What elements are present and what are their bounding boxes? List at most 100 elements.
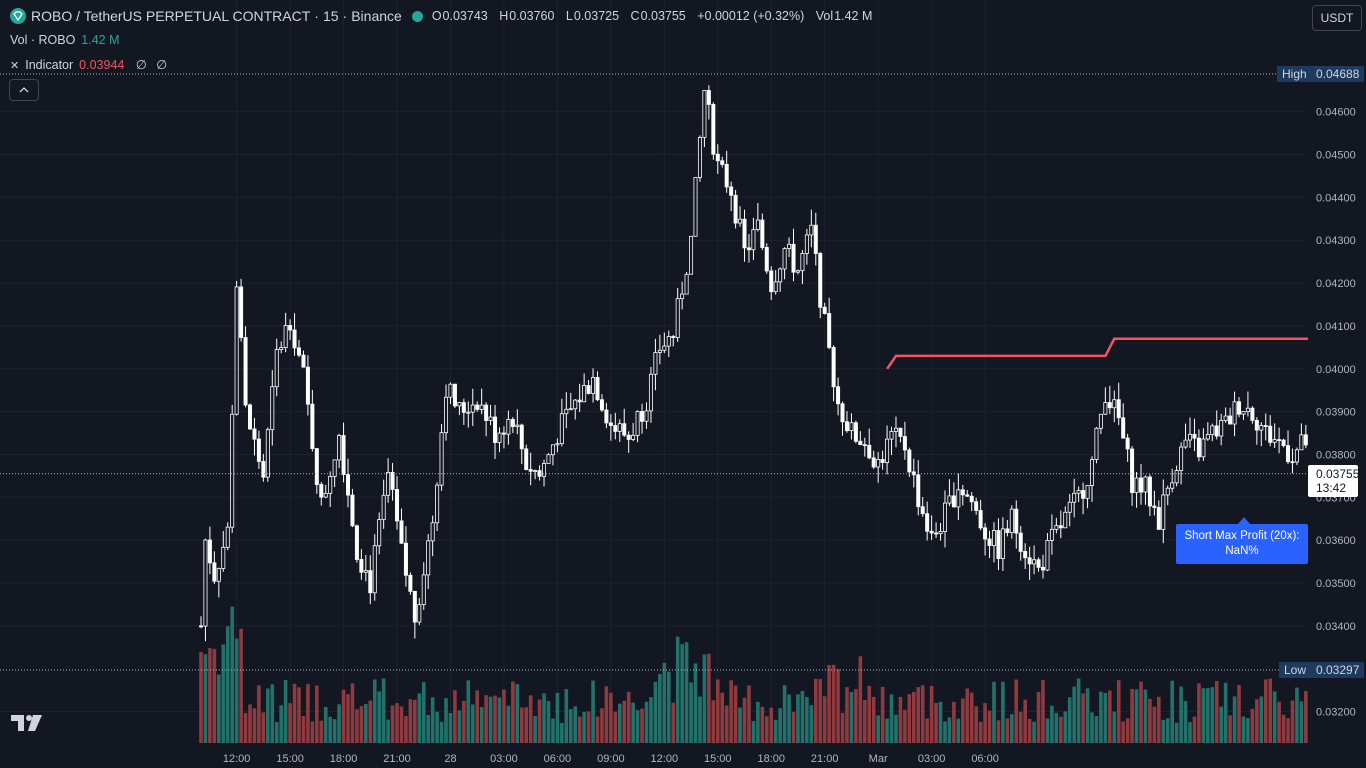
candle-body: [381, 494, 386, 520]
candle: [916, 460, 921, 516]
collapse-legend-button[interactable]: [9, 79, 39, 101]
volume-bar: [453, 690, 457, 743]
candle-body: [898, 427, 903, 437]
volume-bar: [1304, 691, 1308, 743]
candle-body: [929, 530, 934, 534]
volume-bar: [435, 711, 439, 743]
candle: [1165, 485, 1170, 506]
volume-bar: [292, 683, 297, 743]
candle: [938, 523, 943, 541]
volume-bar: [430, 697, 435, 743]
close-icon[interactable]: ✕: [10, 60, 20, 72]
candle: [1223, 407, 1228, 423]
candle-body: [622, 423, 627, 436]
candle: [1188, 417, 1193, 448]
volume-bar: [519, 707, 524, 743]
candle: [1237, 397, 1242, 418]
volume-legend[interactable]: Vol · ROBO 1.42 M: [10, 33, 120, 47]
symbol-name[interactable]: ROBO / TetherUS PERPETUAL CONTRACT: [31, 8, 311, 24]
candle: [359, 549, 364, 580]
volume-bar: [297, 687, 301, 743]
volume-bar: [889, 694, 894, 743]
candle: [1023, 543, 1028, 570]
time-axis[interactable]: 12:00 15:00 18:00 21:00 28 03:00 06:00 09:00 12:…: [0, 745, 1366, 768]
candle: [880, 450, 885, 470]
price-tick-label: 0.03200: [1316, 707, 1356, 719]
volume-bar: [493, 695, 497, 743]
volume-bar: [279, 705, 283, 743]
volume-bar: [751, 721, 756, 743]
volume-bar: [319, 720, 324, 743]
candle: [305, 355, 310, 416]
volume-bar: [377, 691, 381, 743]
candle: [813, 212, 818, 266]
indicator-legend[interactable]: ✕ Indicator 0.03944 ∅ ∅: [10, 57, 167, 72]
candle: [675, 287, 680, 342]
candle-body: [1196, 437, 1201, 458]
volume-bar: [974, 706, 978, 743]
candle-body: [359, 559, 364, 573]
candle-body: [965, 494, 970, 497]
volume-bar: [907, 694, 912, 743]
candle-body: [1210, 425, 1215, 436]
candle: [1094, 427, 1099, 464]
volume-bar: [1277, 701, 1281, 743]
candle-body: [319, 484, 324, 498]
low-tag-value: 0.03297: [1311, 662, 1365, 678]
volume-bar: [217, 674, 221, 743]
candle: [1063, 506, 1068, 529]
volume-bar: [386, 719, 390, 743]
volume-bar: [208, 648, 212, 743]
candle: [470, 388, 475, 426]
candle: [934, 522, 939, 538]
candle-body: [1179, 446, 1184, 471]
volume-bar: [1139, 681, 1143, 743]
volume-bar: [929, 685, 934, 743]
candle-body: [408, 574, 413, 592]
candle-body: [1259, 425, 1264, 431]
volume-bar: [1076, 678, 1081, 743]
tradingview-logo-icon[interactable]: [11, 714, 43, 737]
robo-coin-icon: [10, 8, 26, 24]
candle: [408, 572, 413, 595]
candle: [800, 250, 805, 285]
candle-body: [239, 286, 244, 338]
candle-body: [760, 219, 765, 248]
volume-legend-label: Vol · ROBO: [10, 33, 76, 47]
volume-bar: [1059, 716, 1063, 743]
candle-body: [689, 235, 694, 275]
volume-bar: [1157, 696, 1161, 743]
price-tick-label: 0.03500: [1316, 578, 1356, 590]
volume-bar: [947, 717, 952, 743]
bar-countdown: 13:42: [1316, 481, 1347, 495]
indicator-na-1: ∅: [135, 58, 147, 72]
candle-body: [925, 513, 930, 532]
candle: [1054, 517, 1059, 534]
candle: [461, 398, 466, 425]
volume-bar: [564, 689, 569, 743]
volume-bar: [479, 707, 484, 743]
candle: [1143, 475, 1148, 505]
candle-body: [1067, 501, 1072, 513]
candle: [729, 181, 734, 212]
volume-bar: [288, 703, 292, 743]
candle-body: [1005, 528, 1010, 534]
volume-bar: [1134, 689, 1139, 743]
candle-body: [711, 104, 716, 155]
interval[interactable]: 15: [322, 8, 339, 24]
candle-body: [328, 476, 333, 494]
candle-body: [635, 411, 640, 436]
volume-bar: [1295, 687, 1299, 743]
price-axis[interactable]: 0.04600 0.04500 0.04400 0.04300 0.04200 0.041…: [1308, 0, 1366, 768]
candle: [711, 102, 716, 160]
candle: [1036, 557, 1041, 572]
candle-body: [252, 428, 257, 440]
volume-bar: [640, 708, 644, 743]
candle-body: [421, 574, 426, 606]
volume-bar: [1121, 721, 1125, 743]
currency-button[interactable]: USDT: [1312, 5, 1362, 31]
candle: [791, 228, 796, 282]
volume-bar: [203, 654, 208, 743]
volume-bar: [934, 702, 938, 743]
